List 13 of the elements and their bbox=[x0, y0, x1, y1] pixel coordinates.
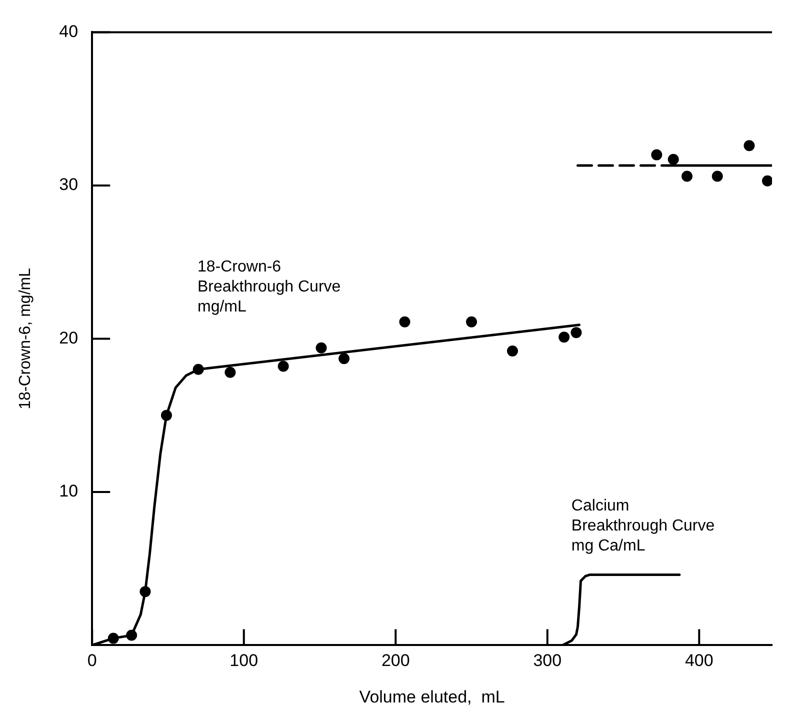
x-tick-label: 0 bbox=[87, 651, 97, 670]
y-tick-label: 40 bbox=[59, 22, 78, 41]
x-tick-label: 400 bbox=[684, 651, 714, 670]
annotation: Calcium Breakthrough Curve mg Ca/mL bbox=[571, 497, 715, 554]
y-axis-title: 18-Crown-6, mg/mL bbox=[17, 268, 34, 410]
x-tick-label: 100 bbox=[230, 651, 258, 670]
x-tick-label: 300 bbox=[533, 651, 562, 670]
y-tick-label: 20 bbox=[59, 328, 78, 348]
y-tick-label: 10 bbox=[59, 482, 78, 501]
x-axis-title: Volume eluted, mL bbox=[359, 687, 505, 706]
annotation: 18-Crown-6 Breakthrough Curve mg/mL bbox=[197, 258, 341, 316]
y-tick-label: 30 bbox=[59, 175, 78, 194]
x-tick-label: 200 bbox=[381, 651, 410, 670]
